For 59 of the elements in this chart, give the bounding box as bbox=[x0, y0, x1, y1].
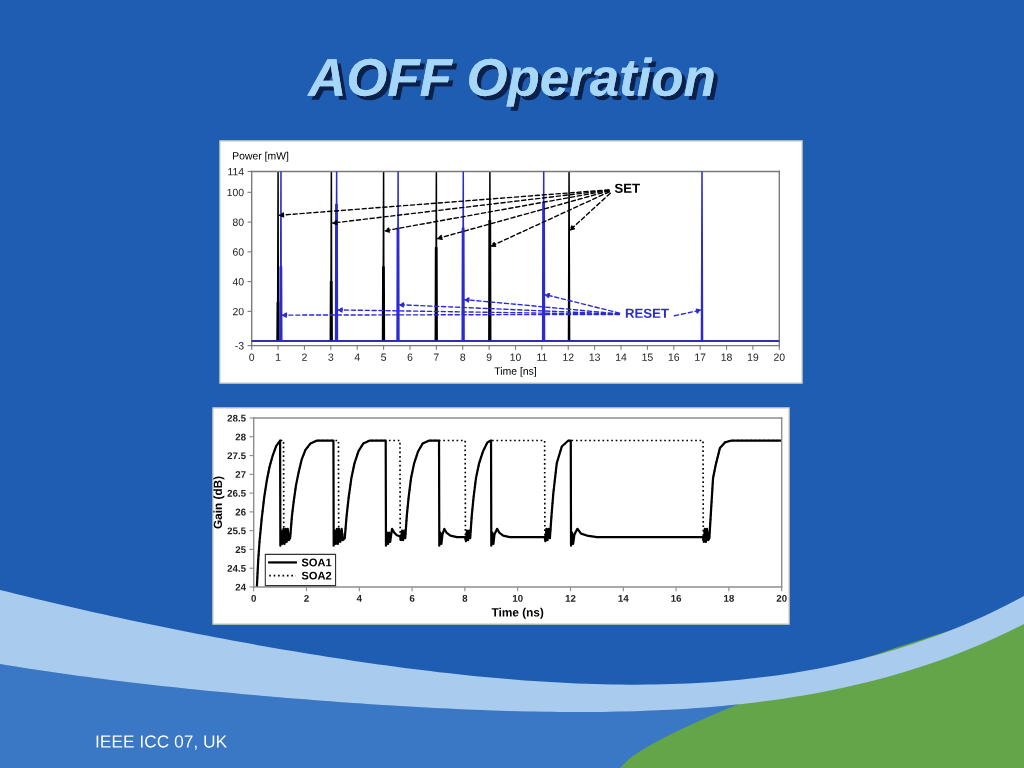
y-tick-label: 20 bbox=[233, 307, 244, 316]
x-tick-label: 14 bbox=[616, 353, 627, 361]
x-tick-label: 17 bbox=[695, 353, 706, 361]
x-tick-label: 11 bbox=[537, 353, 547, 361]
y-tick-label: 60 bbox=[233, 248, 244, 256]
x-tick-label: 6 bbox=[407, 353, 413, 361]
legend-label: SOA1 bbox=[301, 558, 332, 567]
x-tick-label: 6 bbox=[409, 594, 415, 602]
x-tick-label: 12 bbox=[563, 353, 574, 361]
y-axis-title: Power [mW] bbox=[233, 151, 289, 162]
text: IEEE ICC 07, UK bbox=[96, 735, 227, 750]
x-tick-label: 20 bbox=[774, 353, 785, 361]
legend-label: SOA2 bbox=[301, 571, 332, 580]
x-tick-label: 3 bbox=[328, 353, 334, 361]
x-tick-label: 2 bbox=[304, 594, 309, 602]
y-tick-label: 26.5 bbox=[227, 489, 246, 497]
x-tick-label: 2 bbox=[302, 353, 307, 361]
y-tick-label: 40 bbox=[232, 278, 244, 286]
x-tick-label: 20 bbox=[776, 594, 787, 602]
annotation: SET bbox=[614, 183, 640, 193]
x-tick-label: 13 bbox=[589, 353, 600, 361]
x-tick-label: 19 bbox=[747, 353, 759, 361]
x-tick-label: 1 bbox=[275, 353, 281, 361]
x-tick-label: 0 bbox=[251, 594, 257, 602]
x-tick-label: 10 bbox=[510, 353, 521, 361]
y-tick-label: 28.5 bbox=[227, 414, 246, 422]
x-axis-title: Time [ns] bbox=[494, 367, 536, 377]
x-axis-title: Time (ns) bbox=[491, 607, 544, 619]
x-tick-label: 15 bbox=[642, 353, 653, 361]
x-tick-label: 16 bbox=[668, 353, 680, 361]
x-tick-label: 18 bbox=[721, 353, 732, 361]
x-tick-label: 9 bbox=[486, 353, 492, 361]
x-tick-label: 14 bbox=[618, 595, 629, 602]
x-tick-label: 0 bbox=[249, 353, 255, 361]
x-tick-label: 8 bbox=[460, 353, 466, 361]
y-axis-title: Gain (dB) bbox=[213, 476, 225, 529]
y-tick-label: -3 bbox=[235, 342, 244, 350]
x-tick-label: 10 bbox=[512, 594, 523, 602]
x-tick-label: 7 bbox=[434, 353, 439, 361]
x-tick-label: 8 bbox=[462, 594, 468, 602]
x-tick-label: 12 bbox=[565, 594, 576, 602]
x-tick-label: 5 bbox=[381, 353, 387, 361]
y-tick-label: 25.5 bbox=[227, 527, 246, 535]
y-tick-label: 26 bbox=[235, 508, 246, 516]
annotation: RESET bbox=[625, 308, 669, 318]
x-tick-label: 4 bbox=[356, 595, 362, 602]
x-tick-label: 4 bbox=[354, 353, 360, 361]
y-tick-label: 100 bbox=[227, 188, 244, 197]
chart-title: AOFF Operation bbox=[307, 57, 718, 111]
x-tick-label: 18 bbox=[724, 594, 735, 602]
y-tick-label: 24 bbox=[235, 583, 247, 591]
y-tick-label: 25 bbox=[235, 546, 246, 554]
y-tick-label: 28 bbox=[235, 433, 246, 441]
y-tick-label: 114 bbox=[228, 168, 244, 176]
y-tick-label: 80 bbox=[232, 218, 244, 226]
x-tick-label: 16 bbox=[671, 594, 682, 602]
y-tick-label: 24.5 bbox=[227, 564, 246, 572]
y-tick-label: 27.5 bbox=[227, 452, 246, 460]
y-tick-label: 27 bbox=[235, 471, 246, 478]
